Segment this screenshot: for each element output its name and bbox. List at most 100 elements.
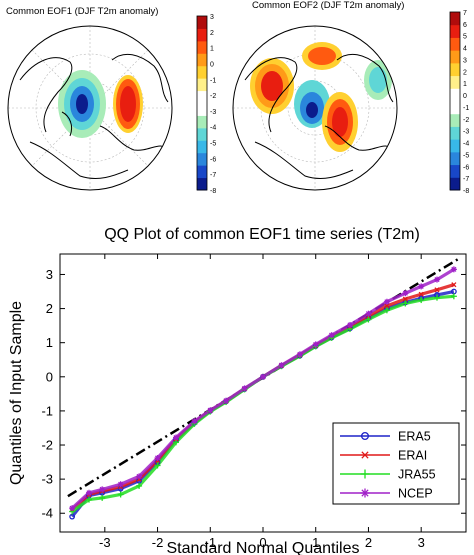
data-point-erai (451, 282, 457, 288)
colorbar-swatch (197, 78, 207, 92)
legend-label: ERA5 (398, 430, 431, 444)
colorbar-swatch (450, 88, 460, 102)
colorbar-tick-label: 2 (463, 69, 467, 76)
colorbar-swatch (197, 127, 207, 141)
data-point-ncep (69, 505, 76, 512)
chart-title: QQ Plot of common EOF1 time series (T2m) (104, 226, 420, 243)
data-point-ncep (154, 454, 161, 461)
colorbar-tick-label: 3 (463, 57, 467, 64)
legend-label: ERAI (398, 449, 427, 463)
colorbar-eof2: 7 6 5 4 3 2 1 0 -1 -2 -3 -4 -5 -6 -7 -8 (449, 10, 469, 195)
colorbar-swatch (450, 50, 460, 64)
colorbar-tick-label: -4 (210, 125, 216, 132)
colorbar-swatch (450, 126, 460, 140)
x-tick-label: 1 (312, 535, 319, 550)
colorbar-tick-label: -3 (463, 129, 469, 136)
x-tick-label: -1 (204, 535, 216, 550)
data-point-jra55 (99, 494, 106, 501)
data-point-jra55 (154, 462, 161, 469)
colorbar-tick-label: -7 (210, 172, 216, 179)
data-point-ncep (383, 298, 390, 305)
data-point-ncep (312, 341, 319, 348)
y-tick-label: -1 (41, 403, 53, 418)
legend-box (332, 422, 460, 505)
data-point-jra55 (383, 307, 390, 314)
legend-marker-erai (361, 451, 369, 459)
data-point-ncep (117, 481, 124, 488)
map-panel-eof1: Common EOF1 (DJF T2m anomaly) (6, 6, 216, 195)
data-point-jra55 (365, 316, 372, 323)
map-title-eof2: Common EOF2 (DJF T2m anomaly) (252, 0, 404, 11)
x-tick-label: 2 (365, 535, 372, 550)
legend-marker-ncep (360, 488, 370, 498)
colorbar-tick-label: 5 (463, 34, 467, 41)
data-point-ncep (418, 283, 425, 290)
colorbar-tick-label: -6 (463, 164, 469, 171)
data-point-ncep (99, 486, 106, 493)
colorbar-swatch (197, 90, 207, 104)
y-tick-label: 3 (46, 267, 53, 282)
data-point-jra55 (450, 293, 457, 300)
x-tick-label: 3 (418, 535, 425, 550)
colorbar-tick-label: -5 (210, 141, 216, 148)
colorbar-swatch (197, 28, 207, 42)
data-point-ncep (223, 397, 230, 404)
data-point-ncep (136, 473, 143, 480)
data-point-ncep (260, 373, 266, 380)
data-point-jra55 (402, 300, 409, 307)
colorbar-frame (449, 11, 461, 191)
colorbar-tick-label: -7 (463, 176, 469, 183)
data-point-ncep (347, 321, 353, 328)
x-axis-label: Standard Normal Quantiles (167, 540, 360, 555)
colorbar-tick-label: -1 (210, 77, 216, 84)
data-point-erai (384, 303, 390, 309)
data-point-ncep (173, 434, 179, 441)
data-point-jra55 (418, 297, 425, 304)
map-title-eof1: Common EOF1 (DJF T2m anomaly) (6, 6, 158, 17)
colorbar-swatch (197, 103, 207, 116)
colorbar-frame (196, 15, 208, 191)
colorbar-tick-label: 4 (463, 46, 467, 53)
colorbar-swatch (197, 152, 207, 166)
colorbar-tick-label: -6 (210, 156, 216, 163)
colorbar-tick-label: 6 (463, 22, 467, 29)
colorbar-tick-label: -4 (463, 141, 469, 148)
qq-plot: QQ Plot of common EOF1 time series (T2m)… (8, 226, 467, 555)
colorbar-tick-label: 1 (463, 81, 467, 88)
colorbar-tick-label: 1 (210, 46, 214, 53)
x-tick-label: -2 (152, 535, 164, 550)
x-tick-label: -3 (99, 535, 111, 550)
data-point-ncep (365, 310, 372, 317)
map-globe-eof1 (8, 26, 172, 190)
x-tick-label: 0 (259, 535, 266, 550)
data-point-jra55 (136, 482, 143, 489)
colorbar-swatch (450, 139, 460, 153)
data-point-ncep (86, 489, 92, 496)
data-point-ncep (191, 418, 198, 425)
colorbar-swatch (197, 65, 207, 79)
colorbar-swatch (450, 12, 460, 26)
colorbar-swatch (197, 115, 207, 129)
colorbar-tick-label: -5 (463, 152, 469, 159)
colorbar-tick-label: -2 (463, 117, 469, 124)
data-point-ncep (278, 362, 285, 369)
legend-marker-jra55 (360, 469, 370, 479)
colorbar-tick-label: 0 (210, 61, 214, 68)
colorbar-swatch (450, 164, 460, 178)
data-point-erai (402, 296, 408, 302)
data-marks (69, 266, 457, 520)
colorbar-swatch (450, 177, 460, 191)
legend-label: JRA55 (398, 468, 436, 482)
colorbar-eof1: 3 2 1 0 -1 -2 -3 -4 -5 -6 -7 -8 (196, 14, 216, 195)
colorbar-swatch (450, 75, 460, 89)
colorbar-tick-label: 3 (210, 14, 214, 21)
data-point-ncep (241, 385, 248, 392)
colorbar-tick-label: -3 (210, 109, 216, 116)
y-tick-label: 0 (46, 369, 53, 384)
data-point-ncep (296, 351, 303, 358)
colorbar-swatch (450, 113, 460, 127)
colorbar-tick-label: -8 (463, 188, 469, 195)
colorbar-swatch (197, 177, 207, 191)
legend-marker-era5 (360, 431, 370, 441)
